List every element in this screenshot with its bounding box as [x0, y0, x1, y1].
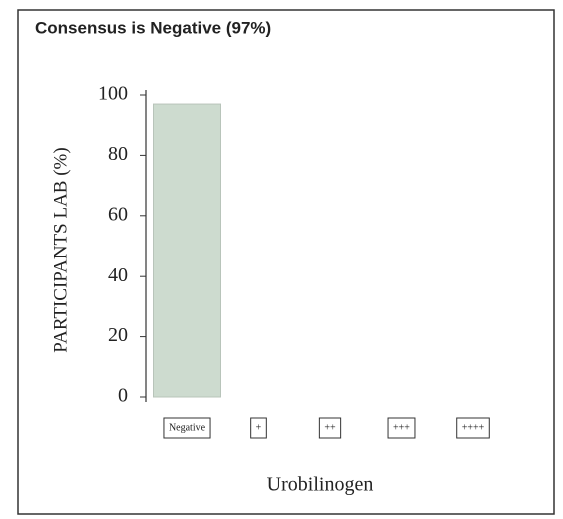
- y-tick-label: 80: [108, 143, 128, 165]
- category-box: [163, 417, 211, 439]
- x-tick-label: +: [256, 422, 262, 433]
- chart-title: Consensus is Negative (97%): [35, 18, 271, 37]
- y-axis-label: PARTICIPANTS LAB (%): [50, 147, 71, 352]
- x-axis-label: Urobilinogen: [267, 474, 374, 496]
- category-box: [456, 417, 490, 439]
- y-tick-label: 40: [108, 264, 128, 286]
- bar: [153, 103, 221, 398]
- y-tick-label: 0: [118, 385, 128, 407]
- y-tick-label: 20: [108, 324, 128, 346]
- x-tick-label: +++: [393, 422, 410, 433]
- x-tick-label: ++: [324, 422, 336, 433]
- y-tick-label: 100: [98, 83, 128, 105]
- category-box: [387, 417, 416, 439]
- frame: [17, 9, 555, 515]
- category-box: [250, 417, 267, 439]
- category-box: [318, 417, 342, 439]
- x-tick-label: ++++: [462, 422, 485, 433]
- y-tick-label: 60: [108, 203, 128, 225]
- x-tick-label: Negative: [169, 422, 206, 433]
